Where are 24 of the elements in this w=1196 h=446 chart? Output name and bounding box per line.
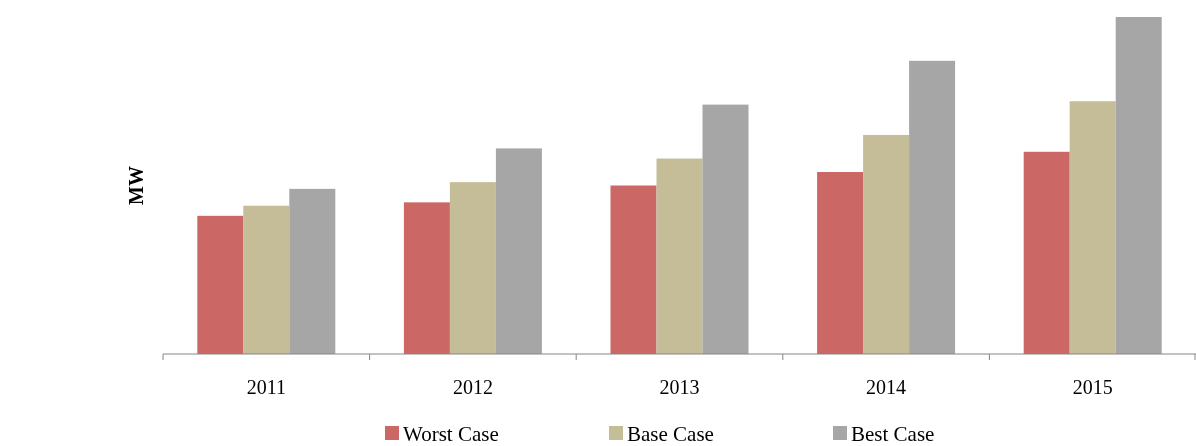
- bar: [817, 172, 864, 354]
- bar: [1023, 151, 1070, 354]
- legend-label: Best Case: [851, 422, 935, 446]
- bar: [449, 182, 496, 354]
- legend-label: Worst Case: [403, 422, 499, 446]
- bar: [197, 215, 244, 354]
- legend-label: Base Case: [627, 422, 714, 446]
- bar: [610, 185, 657, 354]
- bar: [1115, 17, 1162, 354]
- bar: [495, 148, 542, 354]
- x-tick-label: 2014: [866, 376, 907, 398]
- x-tick-label: 2015: [1072, 376, 1113, 398]
- bar: [909, 60, 956, 354]
- bar: [243, 205, 290, 354]
- bar: [1069, 101, 1116, 354]
- x-tick-label: 2013: [659, 376, 700, 398]
- bar: [702, 104, 749, 354]
- x-tick-label: 2012: [452, 376, 493, 398]
- x-tick-label: 2011: [246, 376, 286, 398]
- bar: [289, 188, 336, 354]
- bar: [656, 158, 703, 354]
- y-axis-title: MW: [125, 166, 147, 205]
- bar: [403, 202, 450, 354]
- bar: [863, 134, 910, 354]
